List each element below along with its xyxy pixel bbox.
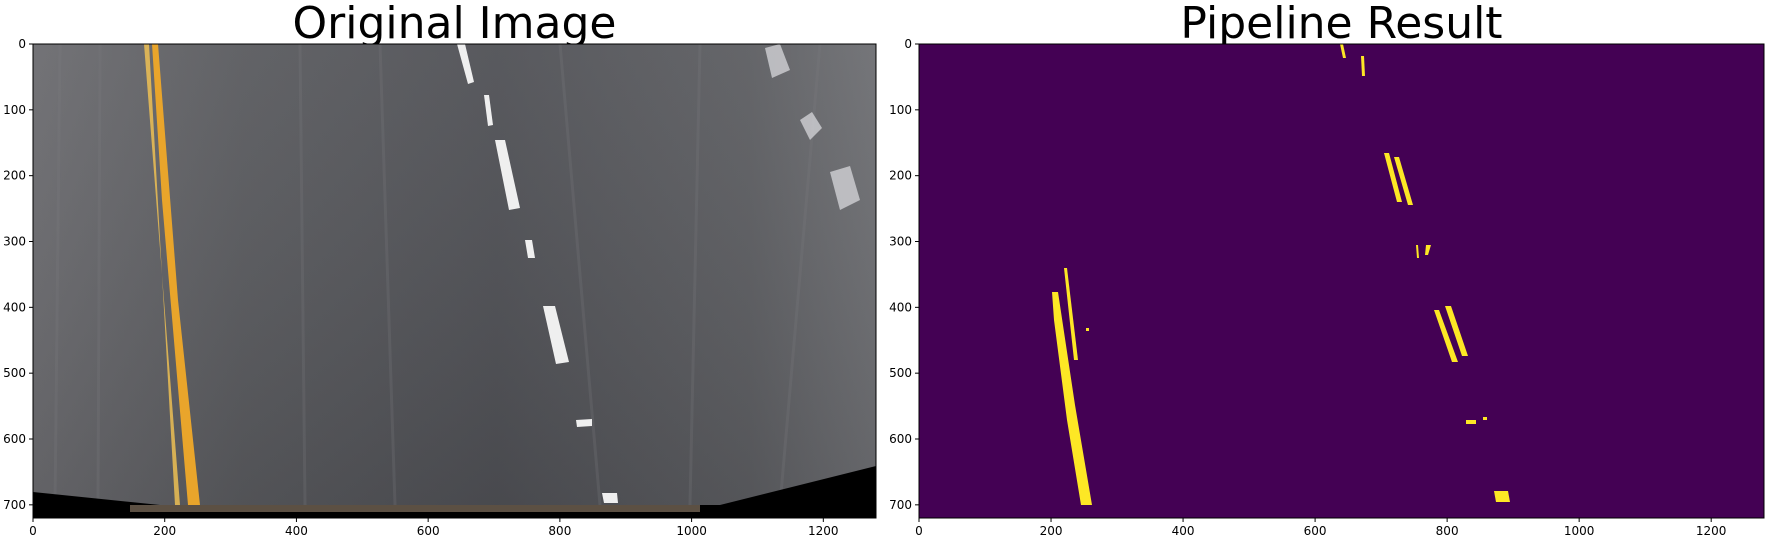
- white-lane-dashes: [457, 44, 618, 503]
- x-tick-label-right: 1000: [1564, 524, 1595, 538]
- y-tick-label-right: 100: [889, 103, 912, 117]
- pipeline-binary-image: [919, 44, 1764, 518]
- y-tick-label-right: 200: [889, 169, 912, 183]
- y-tick-label-left: 500: [3, 366, 26, 380]
- axes-frame-left: [32, 43, 877, 519]
- y-tick-label-right: 0: [904, 37, 912, 51]
- left-lane-pixels: [1052, 292, 1092, 505]
- x-tick-label-left: 400: [285, 524, 308, 538]
- y-tick-label-left: 600: [3, 432, 26, 446]
- y-tick-label-left: 700: [3, 498, 26, 512]
- x-tick-label-right: 400: [1172, 524, 1195, 538]
- yellow-lane-line: [141, 44, 200, 505]
- y-tick-label-left: 300: [3, 235, 26, 249]
- x-axis-ticks-left: 0 200 400 600 800 1000 1200: [29, 518, 839, 538]
- y-tick-label-left: 100: [3, 103, 26, 117]
- y-tick-label-right: 400: [889, 300, 912, 314]
- x-tick-label-left: 600: [417, 524, 440, 538]
- y-axis-ticks-right: 0 100 200 300 400 500 600 700: [889, 37, 919, 512]
- panel-title-pipeline: Pipeline Result: [1180, 0, 1503, 49]
- x-tick-label-right: 600: [1304, 524, 1327, 538]
- y-tick-label-right: 500: [889, 366, 912, 380]
- panel-title-original: Original Image: [292, 0, 617, 49]
- y-tick-label-right: 600: [889, 432, 912, 446]
- x-tick-label-left: 800: [548, 524, 571, 538]
- x-tick-label-right: 200: [1040, 524, 1063, 538]
- original-image: [33, 43, 876, 518]
- x-axis-ticks-right: 0 200 400 600 800 1000 1200: [915, 518, 1726, 538]
- y-tick-label-left: 400: [3, 300, 26, 314]
- x-tick-label-left: 0: [29, 524, 37, 538]
- x-tick-label-left: 1000: [676, 524, 707, 538]
- y-tick-label-right: 700: [889, 498, 912, 512]
- y-tick-label-right: 300: [889, 235, 912, 249]
- x-tick-label-right: 800: [1436, 524, 1459, 538]
- y-axis-ticks-left: 0 100 200 300 400 500 600 700: [3, 37, 33, 512]
- x-tick-label-right: 1200: [1696, 524, 1727, 538]
- y-tick-label-left: 0: [18, 37, 26, 51]
- axes-frame-right: [918, 43, 1765, 519]
- x-tick-label-left: 1200: [808, 524, 839, 538]
- y-tick-label-left: 200: [3, 169, 26, 183]
- right-lane-pixels: [1340, 44, 1510, 502]
- x-tick-label-right: 0: [915, 524, 923, 538]
- x-tick-label-left: 200: [153, 524, 176, 538]
